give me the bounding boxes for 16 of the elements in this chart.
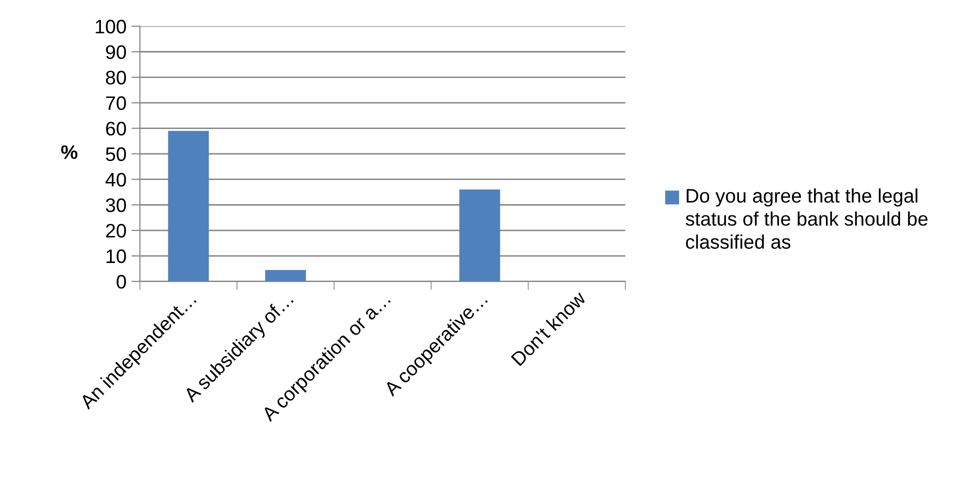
y-tick-label: 50 <box>106 147 126 162</box>
y-tick-label: 20 <box>106 224 126 238</box>
y-tick-label: 90 <box>106 45 126 59</box>
y-tick-label: 30 <box>106 198 126 212</box>
y-tick-label: 0 <box>116 274 126 289</box>
y-tick-label: 40 <box>106 172 126 187</box>
legend-label: Do you agree that the legal status of the bank should be classified as <box>686 188 928 249</box>
bar <box>168 130 209 282</box>
y-axis-title: % <box>61 145 78 160</box>
y-tick-label: 100 <box>96 20 126 34</box>
y-tick-label: 60 <box>106 122 126 136</box>
y-tick-label: 10 <box>106 249 126 264</box>
bar <box>265 270 306 282</box>
y-tick-label: 70 <box>106 96 126 110</box>
bar <box>459 190 500 282</box>
y-tick-label: 80 <box>106 70 126 85</box>
